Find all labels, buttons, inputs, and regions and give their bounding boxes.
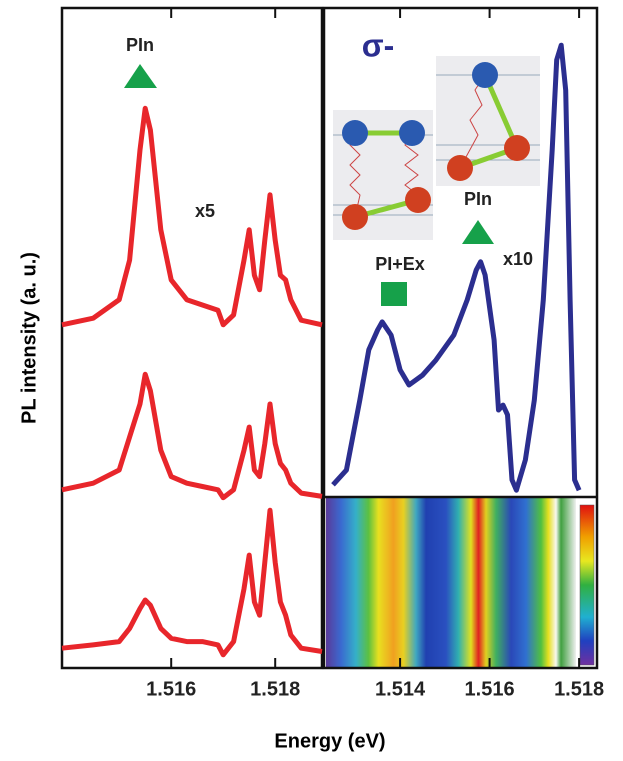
right-frame bbox=[322, 6, 599, 670]
colorbar bbox=[579, 504, 595, 666]
heatmap bbox=[326, 498, 576, 668]
x-tick-label: 1.516 bbox=[146, 678, 196, 700]
triangle-marker bbox=[124, 64, 157, 88]
inset-pin bbox=[436, 56, 540, 186]
triangle-marker bbox=[462, 220, 494, 244]
annotation: x10 bbox=[503, 249, 533, 269]
x-tick-label: 1.518 bbox=[250, 678, 300, 700]
polarization-label: σ- bbox=[362, 27, 395, 63]
y-axis-label: PL intensity (a. u.) bbox=[18, 252, 40, 424]
square-marker bbox=[381, 282, 407, 306]
spectrum-line bbox=[331, 42, 582, 493]
x-tick-label: 1.518 bbox=[554, 678, 604, 700]
annotation: PI+Ex bbox=[375, 254, 425, 274]
annotation: x5 bbox=[195, 201, 215, 221]
x-axis-label: Energy (eV) bbox=[274, 730, 385, 752]
annotation: PIn bbox=[126, 35, 154, 55]
x-tick-label: 1.514 bbox=[375, 678, 426, 700]
inset-plin-plex bbox=[333, 110, 433, 240]
spectrum-line bbox=[61, 105, 323, 328]
spectrum-line bbox=[61, 507, 323, 658]
left-frame bbox=[60, 6, 324, 670]
annotation: PIn bbox=[464, 189, 492, 209]
x-tick-label: 1.516 bbox=[465, 678, 515, 700]
spectrum-line bbox=[61, 371, 323, 501]
